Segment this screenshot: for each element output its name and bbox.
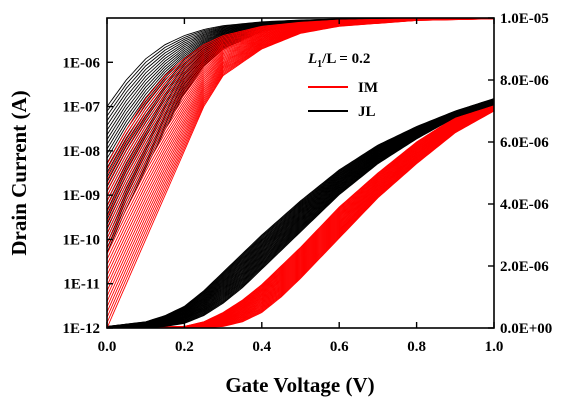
x-axis-label: Gate Voltage (V): [225, 373, 374, 397]
x-tick-label: 0.6: [330, 339, 349, 355]
y-left-tick-label: 1E-08: [63, 144, 101, 160]
legend-label-im: IM: [358, 80, 378, 96]
trace-jl: [107, 98, 494, 327]
ratio-l1: L: [307, 51, 317, 67]
plot-frame: [106, 17, 495, 329]
y-right-tick-label: 6.0E-06: [500, 135, 549, 151]
series-im-log: [107, 18, 494, 328]
y-left-tick-label: 1E-06: [63, 55, 101, 71]
trace-im: [107, 18, 494, 328]
y-left-tick-label: 1E-10: [63, 232, 101, 248]
y-right-tick-label: 0.0E+00: [500, 321, 552, 337]
trace-im: [107, 101, 494, 328]
x-tick-label: 0.0: [98, 339, 117, 355]
y-right-tick-label: 8.0E-06: [500, 73, 549, 89]
curve-bundles: [107, 18, 494, 328]
x-tick-label: 0.4: [252, 339, 271, 355]
trace-jl: [107, 18, 494, 202]
axis-ticks: 0.0 0.2 0.4 0.6 0.8 1.0 1E-12 1E-11 1E-10 1E-09 1E…: [63, 11, 553, 355]
trace-im: [107, 18, 494, 207]
y-left-tick-label: 1E-09: [63, 188, 101, 204]
y-left-tick-label: 1E-07: [63, 100, 101, 116]
ratio-label: L1/L = 0.2: [307, 51, 370, 70]
y-axis-left-label: Drain Current (A): [7, 90, 31, 255]
x-tick-label: 0.8: [407, 339, 426, 355]
y-right-tick-label: 2.0E-06: [500, 259, 549, 275]
series-jl-linear: [107, 98, 494, 328]
y-right-tick-label: 4.0E-06: [500, 197, 549, 213]
legend: IM JL: [308, 80, 378, 120]
y-right-tick-label: 1.0E-05: [500, 11, 549, 27]
x-tick-label: 0.2: [175, 339, 194, 355]
trace-im: [107, 110, 494, 328]
ratio-annotation: L1/L = 0.2: [307, 51, 370, 70]
y-left-tick-label: 1E-11: [63, 277, 100, 293]
legend-label-jl: JL: [358, 104, 376, 120]
x-tick-label: 1.0: [485, 339, 504, 355]
trace-jl: [107, 18, 494, 206]
ratio-l1-subscript: 1: [317, 59, 322, 70]
ratio-value: /L = 0.2: [321, 51, 370, 67]
y-left-tick-label: 1E-12: [63, 321, 101, 337]
